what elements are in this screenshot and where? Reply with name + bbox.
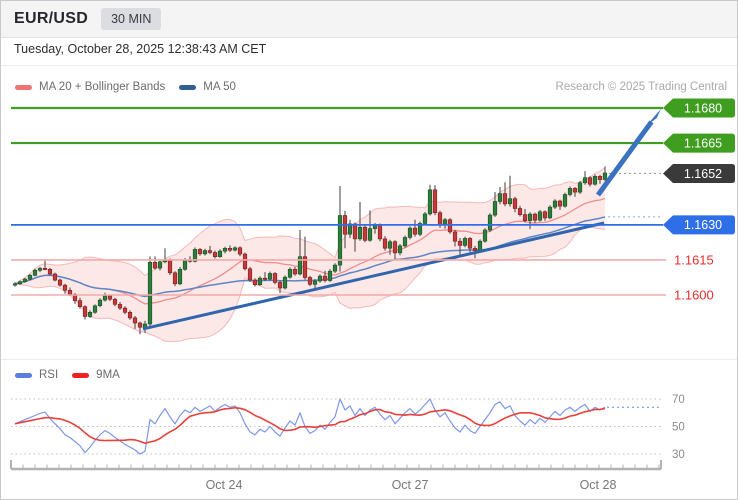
symbol-title: EUR/USD	[14, 10, 89, 27]
rsi-9ma-line	[14, 406, 606, 444]
x-axis: Oct 24 Oct 27 Oct 28	[10, 460, 662, 492]
rsi-axis-label: 30	[672, 449, 685, 461]
price-tag-label: 1.1652	[684, 167, 722, 181]
price-tag	[663, 133, 735, 153]
main-chart-legend: MA 20 + Bollinger Bands MA 50	[15, 81, 250, 93]
price-level-label: 1.1615	[674, 252, 714, 267]
header: EUR/USD 30 MIN	[1, 1, 737, 38]
main-chart-area	[12, 166, 608, 343]
ma20-swatch-icon	[15, 84, 32, 90]
ma50-swatch-icon	[179, 84, 197, 90]
ma50-legend-label: MA 50	[203, 81, 236, 93]
rsi-legend: RSI 9MA	[15, 369, 134, 381]
bollinger-band	[15, 167, 605, 342]
main-panel-divider	[1, 65, 737, 66]
9ma-legend-label: 9MA	[96, 369, 120, 381]
price-tag	[663, 98, 735, 118]
rsi-axis-label: 70	[672, 394, 685, 406]
price-tag	[663, 163, 735, 183]
research-credit: Research © 2025 Trading Central	[555, 81, 727, 93]
support-trendline	[142, 221, 605, 331]
price-tag-label: 1.1680	[684, 101, 722, 115]
rsi-axis-label: 50	[672, 422, 685, 434]
9ma-swatch-icon	[72, 372, 90, 378]
rsi-panel-divider	[1, 359, 737, 360]
timestamp: Tuesday, October 28, 2025 12:38:43 AM CE…	[14, 42, 267, 56]
price-tag-label: 1.1665	[684, 136, 722, 150]
rsi-swatch-icon	[15, 372, 32, 378]
rsi-legend-label: RSI	[39, 369, 59, 381]
rsi-line	[14, 398, 606, 455]
interval-badge: 30 MIN	[101, 8, 162, 30]
forecast-arrow-head	[646, 108, 661, 126]
candles	[12, 166, 608, 335]
ma20-legend-label: MA 20 + Bollinger Bands	[39, 81, 166, 93]
rsi-area	[11, 398, 661, 455]
x-tick-label: Oct 28	[580, 478, 617, 492]
forecast-arrow	[595, 120, 654, 197]
x-tick-label: Oct 24	[206, 478, 243, 492]
price-tag	[663, 215, 735, 235]
x-tick-label: Oct 27	[392, 478, 429, 492]
price-level-label: 1.1600	[674, 288, 714, 303]
price-tag-label: 1.1630	[684, 218, 722, 232]
bollinger-upper-line	[14, 167, 606, 285]
